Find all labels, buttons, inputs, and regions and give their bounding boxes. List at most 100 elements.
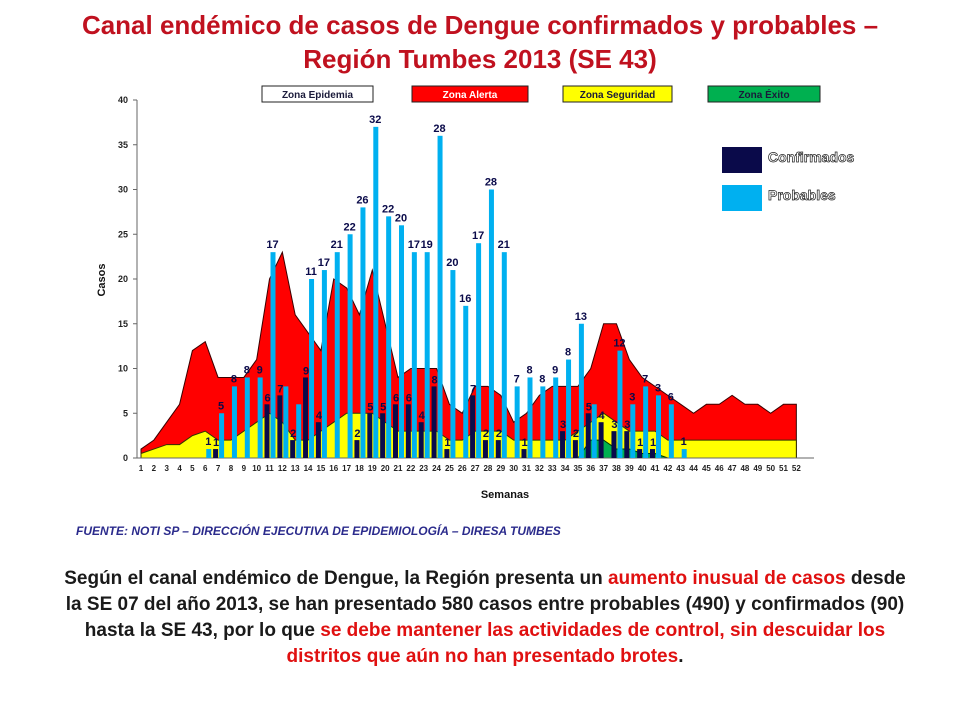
confirmados-data-label: 1: [213, 437, 219, 449]
summary-text: Según el canal endémico de Dengue, la Re…: [60, 566, 910, 670]
title-line-2: Región Tumbes 2013 (SE 43): [303, 44, 657, 74]
confirmados-data-label: 8: [431, 374, 437, 386]
confirmados-data-label: 5: [367, 401, 373, 413]
x-tick-label: 27: [471, 464, 480, 473]
confirmados-bar: [303, 377, 309, 458]
probables-data-label: 8: [244, 364, 250, 376]
x-tick-label: 12: [278, 464, 287, 473]
probables-bar: [450, 270, 456, 458]
probables-data-label: 17: [266, 239, 278, 251]
legend-label: Probables: [768, 187, 836, 203]
x-tick-label: 21: [394, 464, 403, 473]
y-tick-label: 40: [118, 95, 128, 105]
y-tick-label: 20: [118, 274, 128, 284]
y-tick-label: 5: [123, 408, 128, 418]
probables-data-label: 13: [575, 311, 587, 323]
probables-bar: [463, 305, 469, 458]
probables-data-label: 8: [526, 364, 532, 376]
confirmados-data-label: 2: [290, 428, 296, 440]
x-tick-label: 6: [203, 464, 208, 473]
y-tick-label: 15: [118, 319, 128, 329]
confirmados-bar: [444, 449, 450, 458]
zone-label-box: [261, 85, 374, 103]
source-note: FUENTE: NOTI SP – DIRECCIÓN EJECUTIVA DE…: [76, 524, 561, 538]
confirmados-bar: [598, 422, 604, 458]
probables-data-label: 17: [408, 239, 420, 251]
confirmados-bar: [418, 422, 424, 458]
confirmados-data-label: 1: [521, 437, 527, 449]
confirmados-data-label: 2: [496, 428, 502, 440]
probables-bar: [334, 252, 340, 458]
confirmados-bar: [213, 449, 219, 458]
probables-bar: [321, 270, 327, 458]
confirmados-bar: [637, 449, 643, 458]
zone-label-box: [411, 85, 529, 103]
confirmados-data-label: 5: [380, 401, 386, 413]
probables-data-label: 22: [382, 203, 394, 215]
x-tick-label: 25: [445, 464, 454, 473]
x-tick-label: 5: [190, 464, 195, 473]
y-tick-label: 0: [123, 453, 128, 463]
probables-bar: [656, 395, 661, 458]
x-tick-label: 44: [689, 464, 698, 473]
confirmados-data-label: 3: [560, 419, 566, 431]
confirmados-data-label: 6: [393, 392, 399, 404]
x-tick-label: 33: [548, 464, 557, 473]
probables-data-label: 9: [552, 364, 558, 376]
confirmados-data-label: 4: [599, 410, 606, 422]
zone-label-box: [707, 85, 821, 103]
confirmados-data-label: 6: [264, 392, 270, 404]
summary-part-3: .: [678, 646, 684, 667]
y-tick-label: 35: [118, 140, 128, 150]
probables-data-label: 6: [668, 391, 674, 403]
probables-bar: [296, 404, 302, 458]
x-tick-label: 35: [573, 464, 582, 473]
probables-bar: [566, 359, 572, 458]
probables-data-label: 1: [205, 436, 211, 448]
confirmados-bar: [650, 449, 655, 458]
probables-bar: [231, 386, 237, 458]
confirmados-bar: [380, 413, 386, 458]
confirmados-bar: [521, 449, 527, 458]
x-tick-label: 3: [164, 464, 169, 473]
confirmados-bar: [495, 440, 501, 458]
confirmados-data-label: 2: [483, 428, 489, 440]
confirmados-bar: [290, 440, 296, 458]
confirmados-bar: [354, 440, 360, 458]
probables-data-label: 7: [642, 373, 648, 385]
confirmados-data-label: 1: [637, 437, 643, 449]
summary-highlight-1: aumento inusual de casos: [607, 568, 846, 589]
zone-label-box: [562, 85, 673, 103]
probables-data-label: 20: [446, 257, 458, 269]
x-tick-label: 47: [728, 464, 737, 473]
x-tick-label: 26: [458, 464, 467, 473]
probables-data-label: 3: [655, 382, 661, 394]
legend-swatch: [722, 185, 762, 211]
confirmados-data-label: 6: [406, 392, 412, 404]
probables-data-label: 5: [218, 400, 224, 412]
x-tick-label: 17: [342, 464, 351, 473]
x-tick-label: 49: [753, 464, 762, 473]
x-tick-label: 14: [304, 464, 313, 473]
probables-data-label: 32: [369, 114, 381, 126]
probables-data-label: 28: [433, 123, 445, 135]
x-tick-label: 29: [496, 464, 505, 473]
probables-data-label: 11: [305, 266, 317, 278]
y-tick-label: 30: [118, 185, 128, 195]
probables-data-label: 7: [514, 373, 520, 385]
x-tick-label: 20: [381, 464, 390, 473]
probables-bar: [399, 225, 404, 458]
x-tick-label: 8: [229, 464, 234, 473]
x-tick-label: 2: [152, 464, 157, 473]
x-tick-label: 23: [419, 464, 428, 473]
confirmados-data-label: 3: [624, 419, 630, 431]
x-tick-label: 38: [612, 464, 621, 473]
probables-data-label: 17: [472, 230, 484, 242]
x-tick-label: 50: [766, 464, 775, 473]
probables-bar: [514, 386, 520, 458]
confirmados-bar: [470, 395, 476, 458]
x-tick-label: 43: [676, 464, 685, 473]
x-tick-label: 30: [509, 464, 518, 473]
x-tick-label: 31: [522, 464, 531, 473]
title-line-1: Canal endémico de casos de Dengue confir…: [81, 10, 879, 40]
